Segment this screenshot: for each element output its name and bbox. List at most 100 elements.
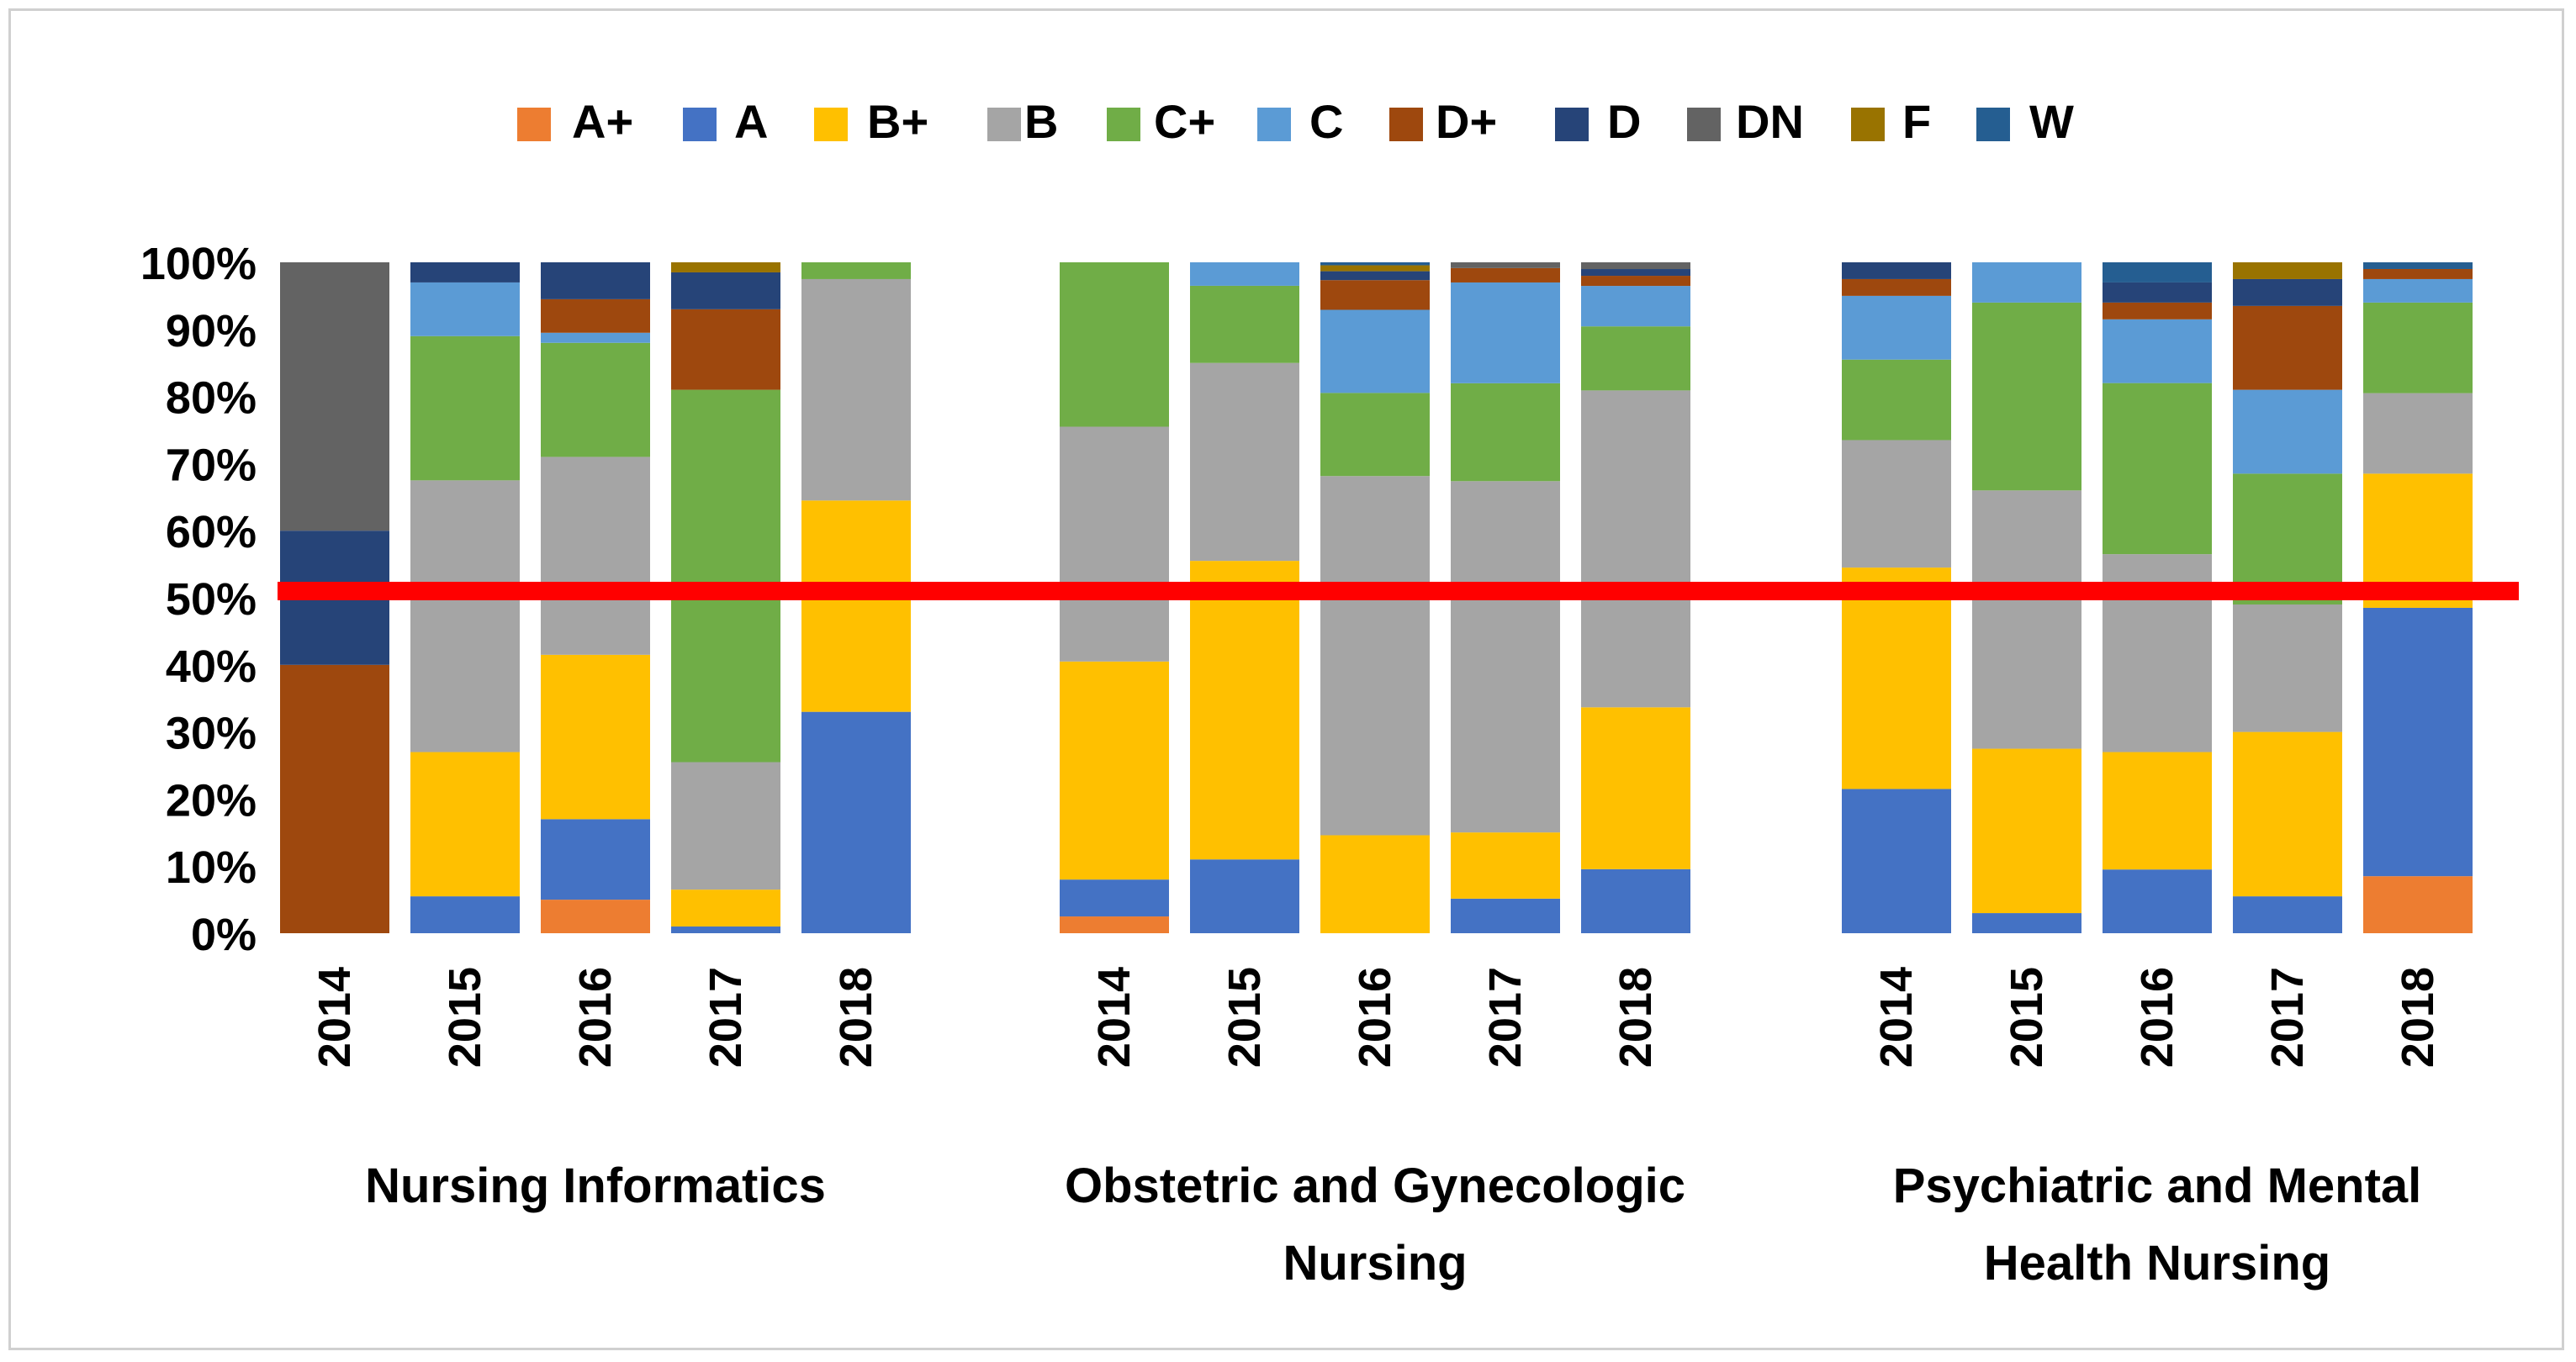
- y-axis: 0% 10% 20% 30% 40% 50% 60% 70% 80% 90% 100%: [140, 239, 257, 960]
- legend-swatch-B+: [814, 108, 848, 141]
- y-tick-label: 60%: [166, 507, 257, 557]
- bar-segment-C: [410, 282, 520, 336]
- y-tick-label: 50%: [166, 574, 257, 625]
- legend-label-B: B: [1024, 95, 1058, 148]
- legend-swatch-D: [1555, 108, 1589, 141]
- bar-segment-B: [541, 457, 650, 655]
- bar-segment-C+: [1972, 302, 2081, 491]
- x-tick-label: 2014: [1871, 967, 1922, 1068]
- bar-segment-C+: [801, 262, 911, 279]
- bar-segment-B: [2363, 393, 2473, 474]
- bar-segment-B+: [2103, 752, 2212, 870]
- bar-segment-C+: [410, 335, 520, 481]
- bar-segment-C+: [2363, 302, 2473, 393]
- x-tick-label: 2018: [831, 967, 881, 1068]
- bar-segment-DN: [1451, 262, 1560, 268]
- legend-label-F: F: [1902, 95, 1931, 148]
- x-tick-label: 2018: [1611, 967, 1661, 1068]
- bar-segment-D+: [541, 298, 650, 333]
- bar-segment-D: [410, 262, 520, 282]
- bar-segment-C: [1451, 282, 1560, 383]
- group-labels: Nursing Informatics Obstetric and Gynecol…: [365, 1159, 2421, 1291]
- bar-segment-A+: [1060, 916, 1169, 933]
- x-tick-label: 2016: [570, 967, 621, 1068]
- bar-segment-C: [1842, 295, 1951, 360]
- legend-label-B+: B+: [867, 95, 928, 148]
- group-label: Health Nursing: [1984, 1236, 2331, 1291]
- y-tick-label: 30%: [166, 709, 257, 759]
- bar-segment-C+: [671, 389, 780, 763]
- y-tick-label: 80%: [166, 373, 257, 424]
- bar-segment-C: [1972, 262, 2081, 303]
- bar-segment-A: [1060, 879, 1169, 917]
- bar-segment-DN: [280, 262, 389, 531]
- x-tick-label: 2015: [2002, 967, 2052, 1068]
- x-tick-label: 2015: [440, 967, 490, 1068]
- bar-segment-B+: [541, 654, 650, 820]
- legend-label-A: A: [734, 95, 768, 148]
- bar-segment-C: [541, 332, 650, 343]
- legend-swatch-A+: [517, 108, 551, 141]
- bar-segment-D: [541, 262, 650, 299]
- bar-segment-C: [1320, 309, 1430, 393]
- x-tick-label: 2017: [701, 967, 751, 1068]
- bar-segment-C+: [1451, 383, 1560, 482]
- bar-segment-D: [2233, 278, 2342, 306]
- bar-segment-B+: [1842, 568, 1951, 789]
- bar-segment-W: [2363, 262, 2473, 269]
- bar-segment-B+: [410, 752, 520, 897]
- bar-segment-A: [1581, 868, 1690, 933]
- group-label: Nursing: [1283, 1236, 1467, 1291]
- y-tick-label: 0%: [191, 910, 257, 960]
- bar-segment-B+: [2233, 731, 2342, 897]
- x-tick-label: 2016: [1350, 967, 1400, 1068]
- x-tick-label: 2016: [2132, 967, 2182, 1068]
- bar-segment-A: [1190, 859, 1299, 933]
- bar-segment-C+: [1842, 359, 1951, 441]
- bar-segment-B: [1451, 481, 1560, 833]
- bar-segment-D+: [2103, 302, 2212, 319]
- bar-segment-D+: [1842, 278, 1951, 296]
- x-tick-label: 2015: [1219, 967, 1270, 1068]
- legend-swatch-C: [1257, 108, 1291, 141]
- bar-segment-D+: [280, 664, 389, 933]
- bar-segment-C+: [1060, 262, 1169, 427]
- bar-segment-B+: [671, 890, 780, 927]
- bar-segment-A+: [541, 900, 650, 933]
- legend-label-C: C: [1309, 95, 1343, 148]
- legend-swatch-D+: [1389, 108, 1423, 141]
- bar-segment-D: [2103, 282, 2212, 303]
- bar-segment-B: [1190, 362, 1299, 562]
- group-label: Obstetric and Gynecologic: [1065, 1159, 1685, 1213]
- bar-segment-D+: [671, 309, 780, 390]
- bar-segment-W: [2103, 262, 2212, 282]
- bar-segment-C: [2103, 319, 2212, 383]
- y-tick-label: 100%: [140, 239, 257, 289]
- bar-segment-C+: [2103, 383, 2212, 555]
- bar-segment-B+: [1451, 832, 1560, 899]
- legend-label-C+: C+: [1154, 95, 1215, 148]
- bar-segment-B: [1581, 390, 1690, 708]
- bar-segment-B+: [801, 500, 911, 712]
- bar-segment-B: [1320, 476, 1430, 836]
- bar-segment-C: [2233, 389, 2342, 474]
- bar-segment-D+: [1320, 280, 1430, 310]
- legend-swatch-B: [987, 108, 1021, 141]
- bar-segment-B: [671, 762, 780, 890]
- bar-segment-A: [671, 926, 780, 933]
- bar-segment-A: [1842, 789, 1951, 933]
- x-tick-label: 2018: [2393, 967, 2443, 1068]
- bar-segment-B: [2233, 604, 2342, 732]
- x-tick-label: 2014: [309, 967, 360, 1068]
- bar-segment-D: [1842, 262, 1951, 279]
- legend-label-A+: A+: [572, 95, 633, 148]
- bar-segment-DN: [1581, 262, 1690, 270]
- x-tick-label: 2017: [2262, 967, 2313, 1068]
- legend-swatch-DN: [1687, 108, 1721, 141]
- bar-segment-F: [1320, 265, 1430, 272]
- legend-label-W: W: [2029, 95, 2074, 148]
- bar-segment-B: [801, 278, 911, 501]
- legend: A+ A B+ B C+ C D+ D DN F W: [517, 95, 2074, 148]
- bar-segment-B+: [1060, 661, 1169, 880]
- bar-segment-B: [1060, 426, 1169, 662]
